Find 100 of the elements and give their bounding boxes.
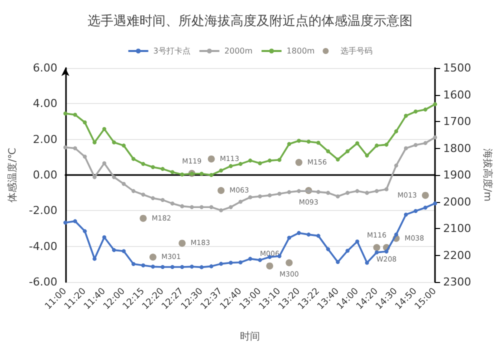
point <box>433 102 438 106</box>
point <box>63 145 68 150</box>
point <box>180 172 184 176</box>
point <box>355 141 360 146</box>
point <box>296 138 301 143</box>
point <box>248 256 252 261</box>
point <box>209 264 214 268</box>
point <box>150 264 155 269</box>
point <box>200 265 204 270</box>
point <box>82 154 87 159</box>
point <box>238 162 243 166</box>
point <box>422 192 429 199</box>
point <box>150 196 155 200</box>
point <box>102 235 106 240</box>
point <box>131 189 136 194</box>
point <box>414 143 418 148</box>
point <box>209 205 214 210</box>
point <box>268 158 272 163</box>
point <box>374 144 379 148</box>
point <box>423 206 428 210</box>
point <box>296 230 301 235</box>
point <box>112 175 116 180</box>
point <box>238 200 243 204</box>
point <box>336 194 340 198</box>
point <box>141 192 146 197</box>
y-tick-label: -6.00 <box>28 276 58 288</box>
point <box>219 168 224 173</box>
point <box>73 219 78 224</box>
point <box>141 263 146 268</box>
point <box>287 142 292 146</box>
point <box>112 140 116 144</box>
point <box>373 244 380 251</box>
point <box>180 204 184 208</box>
point <box>365 190 369 195</box>
point <box>170 202 174 206</box>
point <box>394 164 398 168</box>
y-tick-label: 2.00 <box>32 132 58 146</box>
point <box>190 264 194 269</box>
point <box>296 189 301 194</box>
point <box>287 236 292 240</box>
point <box>394 232 398 237</box>
point <box>404 114 408 118</box>
point <box>208 155 215 162</box>
point <box>178 240 186 247</box>
point <box>131 262 136 266</box>
y-axis-title: 体感温度/℃ <box>6 148 18 202</box>
point <box>394 129 398 134</box>
point <box>160 265 165 270</box>
point <box>248 195 252 200</box>
point <box>433 135 438 140</box>
y2-tick-label: 1800 <box>443 142 472 155</box>
point <box>140 214 147 222</box>
point <box>316 140 320 145</box>
point <box>404 146 408 150</box>
chart-title: 选手遇难时间、所处海拔高度及附近点的体感温度示意图 <box>88 13 412 29</box>
y-tick-label: 0.00 <box>32 168 58 182</box>
point <box>63 220 68 225</box>
point <box>112 248 116 252</box>
point <box>160 198 165 202</box>
point <box>268 193 272 198</box>
y-tick-label: -2.00 <box>28 204 58 218</box>
point <box>228 260 233 265</box>
point <box>122 249 126 254</box>
point <box>414 209 418 214</box>
y2-tick-label: 2300 <box>443 276 472 288</box>
point <box>258 161 262 166</box>
y2-tick-label: 1700 <box>443 115 472 128</box>
y-tick-label: 6.00 <box>32 62 58 74</box>
point <box>141 162 146 166</box>
point <box>336 260 340 264</box>
legend-label: 选手号码 <box>340 46 373 56</box>
point <box>238 260 243 264</box>
y2-tick-label: 1900 <box>443 168 472 182</box>
point <box>228 205 233 210</box>
point <box>92 175 97 180</box>
point <box>423 108 428 112</box>
point <box>160 166 165 171</box>
point <box>384 250 388 254</box>
point <box>73 146 78 150</box>
legend-label: 3号打卡点 <box>153 46 190 56</box>
point <box>122 144 126 148</box>
point <box>287 190 292 194</box>
point <box>346 248 350 253</box>
point <box>346 149 350 154</box>
y2-tick-label: 1600 <box>443 88 472 102</box>
point <box>131 156 136 161</box>
point <box>384 187 388 192</box>
y2-tick-label: 2200 <box>443 248 472 262</box>
point <box>286 259 293 266</box>
point <box>306 232 311 237</box>
point <box>258 258 262 262</box>
point <box>170 265 174 270</box>
point <box>316 234 320 238</box>
point <box>200 205 204 210</box>
point <box>92 140 97 144</box>
point <box>200 172 204 176</box>
point <box>365 154 369 158</box>
y2-tick-label: 2000 <box>443 195 472 208</box>
legend-label: 1800m <box>286 46 315 56</box>
point <box>404 212 408 217</box>
